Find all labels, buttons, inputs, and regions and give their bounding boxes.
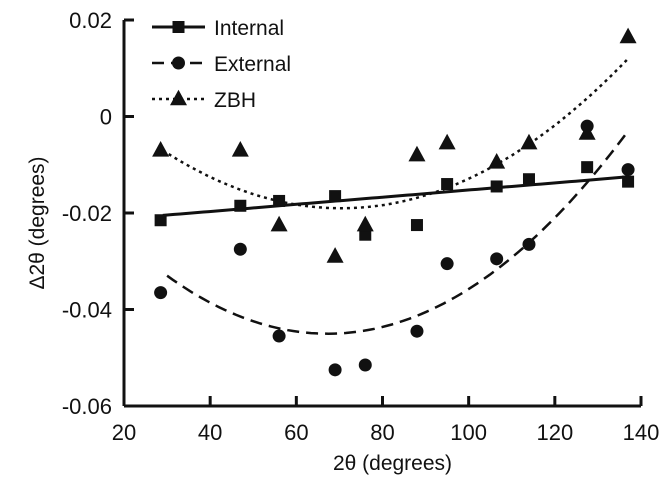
data-point-internal [234, 199, 247, 212]
data-point-internal [490, 180, 503, 193]
data-point-external [440, 257, 454, 271]
data-point-external [233, 242, 247, 256]
data-point-internal [581, 161, 594, 174]
y-tick-label: -0.02 [62, 201, 112, 226]
data-point-internal [359, 228, 372, 241]
data-point-external [490, 252, 504, 266]
x-tick-label: 140 [623, 420, 660, 445]
data-point-external [154, 286, 168, 300]
data-point-zbh [578, 124, 596, 140]
data-point-internal [329, 190, 342, 203]
data-point-internal [622, 175, 635, 188]
x-tick-label: 100 [450, 420, 487, 445]
data-point-zbh [152, 140, 170, 157]
legend-marker-internal [172, 21, 185, 33]
data-point-zbh [231, 140, 249, 157]
x-tick-label: 120 [536, 420, 573, 445]
legend-label-external: External [214, 53, 291, 76]
ticks: 20 40 60 80 100 120 140 0.02 0 -0.02 -0.04 -0.06 [62, 8, 660, 445]
y-tick-label: -0.04 [62, 298, 112, 323]
x-axis-label: 2θ (degrees) [333, 452, 452, 475]
y-tick-label: 0.02 [69, 8, 112, 33]
y-axis-label: Δ2θ (degrees) [26, 156, 49, 289]
legend: Internal External ZBH [152, 17, 291, 112]
data-markers [152, 27, 637, 377]
data-point-internal [154, 214, 167, 227]
fit-curve-internal [162, 175, 629, 217]
fit-curve-external [166, 130, 630, 335]
y-tick-label: 0 [100, 105, 112, 130]
x-tick-label: 20 [112, 420, 136, 445]
data-point-zbh [326, 247, 344, 263]
data-point-zbh [520, 133, 538, 150]
legend-marker-zbh [170, 89, 187, 106]
legend-marker-external [172, 56, 185, 70]
x-tick-label: 80 [370, 420, 394, 445]
legend-label-zbh: ZBH [214, 89, 256, 112]
data-point-internal [441, 178, 454, 191]
data-point-external [410, 324, 424, 338]
data-point-zbh [408, 145, 426, 162]
data-point-external [358, 358, 372, 372]
y-tick-label: -0.06 [62, 394, 112, 419]
x-tick-label: 60 [284, 420, 308, 445]
data-point-internal [522, 173, 535, 186]
data-point-zbh [619, 27, 637, 44]
data-point-external [328, 363, 342, 377]
data-point-zbh [356, 215, 374, 232]
data-point-external [621, 163, 635, 177]
fit-curve-zbh [162, 57, 629, 210]
data-point-zbh [270, 215, 288, 232]
data-point-internal [273, 194, 286, 207]
data-point-external [522, 237, 536, 251]
data-point-zbh [438, 133, 456, 150]
x-tick-label: 40 [198, 420, 222, 445]
data-point-external [272, 329, 286, 343]
legend-label-internal: Internal [214, 17, 284, 40]
data-point-zbh [488, 153, 506, 169]
data-point-internal [410, 219, 423, 232]
